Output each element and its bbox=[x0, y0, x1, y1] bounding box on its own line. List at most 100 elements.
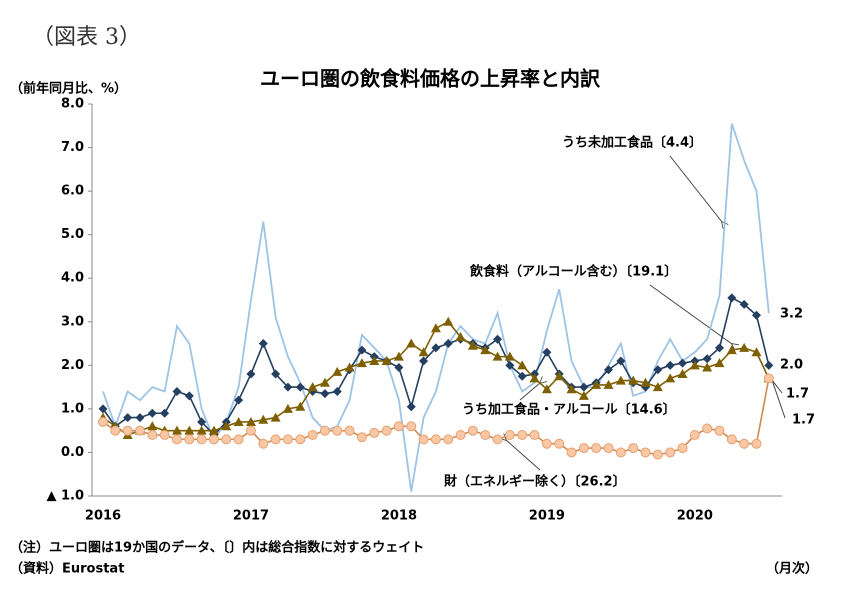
marker bbox=[258, 414, 269, 424]
marker bbox=[665, 360, 675, 370]
marker bbox=[184, 425, 195, 435]
marker bbox=[196, 425, 207, 435]
callout-arrow bbox=[669, 155, 722, 222]
marker bbox=[517, 360, 528, 370]
marker bbox=[381, 355, 392, 365]
marker bbox=[147, 430, 158, 441]
y-tick-label: 2.0 bbox=[61, 358, 84, 373]
series-label: うち加工食品・アルコール〔14.6〕 bbox=[462, 402, 676, 418]
marker bbox=[751, 438, 762, 449]
marker bbox=[727, 293, 737, 303]
marker bbox=[270, 434, 281, 445]
marker bbox=[591, 443, 602, 454]
marker bbox=[541, 384, 552, 394]
marker bbox=[677, 443, 688, 454]
marker bbox=[147, 421, 158, 431]
marker bbox=[480, 345, 491, 355]
marker bbox=[751, 347, 762, 357]
marker bbox=[419, 356, 429, 366]
marker bbox=[282, 403, 293, 413]
data-label: 1.7 bbox=[792, 413, 815, 428]
series-label: うち未加工食品〔4.4〕 bbox=[562, 135, 702, 151]
marker bbox=[604, 365, 614, 375]
marker bbox=[147, 408, 157, 418]
marker bbox=[319, 425, 330, 436]
marker bbox=[430, 434, 441, 445]
marker bbox=[603, 443, 614, 454]
marker bbox=[764, 360, 774, 370]
marker bbox=[678, 358, 688, 368]
y-tick-label: 6.0 bbox=[61, 184, 84, 199]
marker bbox=[715, 343, 724, 353]
chart-title: ユーロ圏の飲食料価格の上昇率と内訳 bbox=[260, 67, 601, 91]
marker bbox=[554, 371, 565, 381]
marker bbox=[467, 425, 478, 436]
marker bbox=[653, 365, 663, 375]
marker bbox=[628, 443, 639, 454]
marker bbox=[245, 416, 256, 426]
marker bbox=[406, 421, 417, 432]
marker bbox=[271, 369, 281, 379]
marker bbox=[394, 363, 404, 373]
marker bbox=[320, 389, 330, 399]
callout-arrow bbox=[519, 383, 540, 401]
marker bbox=[492, 434, 503, 445]
figure-label: （図表 3） bbox=[32, 25, 141, 50]
callout-arrow bbox=[506, 440, 541, 471]
marker bbox=[554, 438, 565, 449]
marker bbox=[245, 425, 256, 436]
marker bbox=[665, 447, 676, 458]
data-label: 3.2 bbox=[780, 307, 803, 322]
marker bbox=[319, 377, 330, 387]
marker bbox=[295, 434, 306, 445]
marker bbox=[529, 430, 540, 441]
marker bbox=[763, 373, 774, 384]
marker bbox=[615, 375, 626, 385]
marker bbox=[356, 358, 367, 368]
marker bbox=[369, 427, 380, 438]
marker bbox=[135, 413, 145, 423]
marker bbox=[159, 430, 170, 441]
marker bbox=[480, 430, 491, 441]
series-label: 飲食料（アルコール含む）〔19.1〕 bbox=[469, 264, 677, 280]
marker bbox=[160, 408, 170, 418]
marker bbox=[98, 416, 108, 427]
marker bbox=[221, 434, 232, 445]
y-tick-label: 4.0 bbox=[61, 271, 84, 286]
marker bbox=[221, 421, 232, 431]
marker bbox=[529, 373, 540, 383]
y-tick-label: 7.0 bbox=[61, 140, 84, 155]
marker bbox=[344, 425, 355, 436]
marker bbox=[628, 375, 639, 385]
marker bbox=[430, 323, 441, 333]
marker bbox=[702, 423, 713, 434]
marker bbox=[677, 369, 688, 379]
marker bbox=[393, 421, 404, 432]
callout-line bbox=[771, 379, 786, 419]
marker bbox=[443, 316, 454, 326]
marker bbox=[295, 401, 306, 411]
marker bbox=[356, 432, 367, 443]
marker bbox=[196, 434, 207, 445]
marker bbox=[689, 360, 700, 370]
marker bbox=[640, 377, 651, 387]
marker bbox=[295, 382, 305, 392]
marker bbox=[603, 379, 614, 389]
x-tick-label: 2019 bbox=[529, 509, 565, 524]
note: （注）ユーロ圏は19か国のデータ、〔〕内は総合指数に対するウェイト bbox=[10, 540, 424, 556]
marker bbox=[381, 425, 392, 436]
marker bbox=[233, 416, 244, 426]
x-axis-label: （月次） bbox=[766, 561, 818, 577]
marker bbox=[455, 332, 466, 342]
y-tick-label: 1.0 bbox=[61, 401, 84, 416]
marker bbox=[726, 345, 737, 355]
marker bbox=[689, 430, 700, 441]
marker bbox=[307, 382, 318, 392]
marker bbox=[652, 382, 663, 392]
marker bbox=[443, 339, 453, 349]
marker bbox=[123, 413, 133, 423]
marker bbox=[197, 417, 207, 427]
marker bbox=[579, 382, 589, 392]
marker bbox=[504, 430, 515, 441]
marker bbox=[418, 347, 429, 357]
